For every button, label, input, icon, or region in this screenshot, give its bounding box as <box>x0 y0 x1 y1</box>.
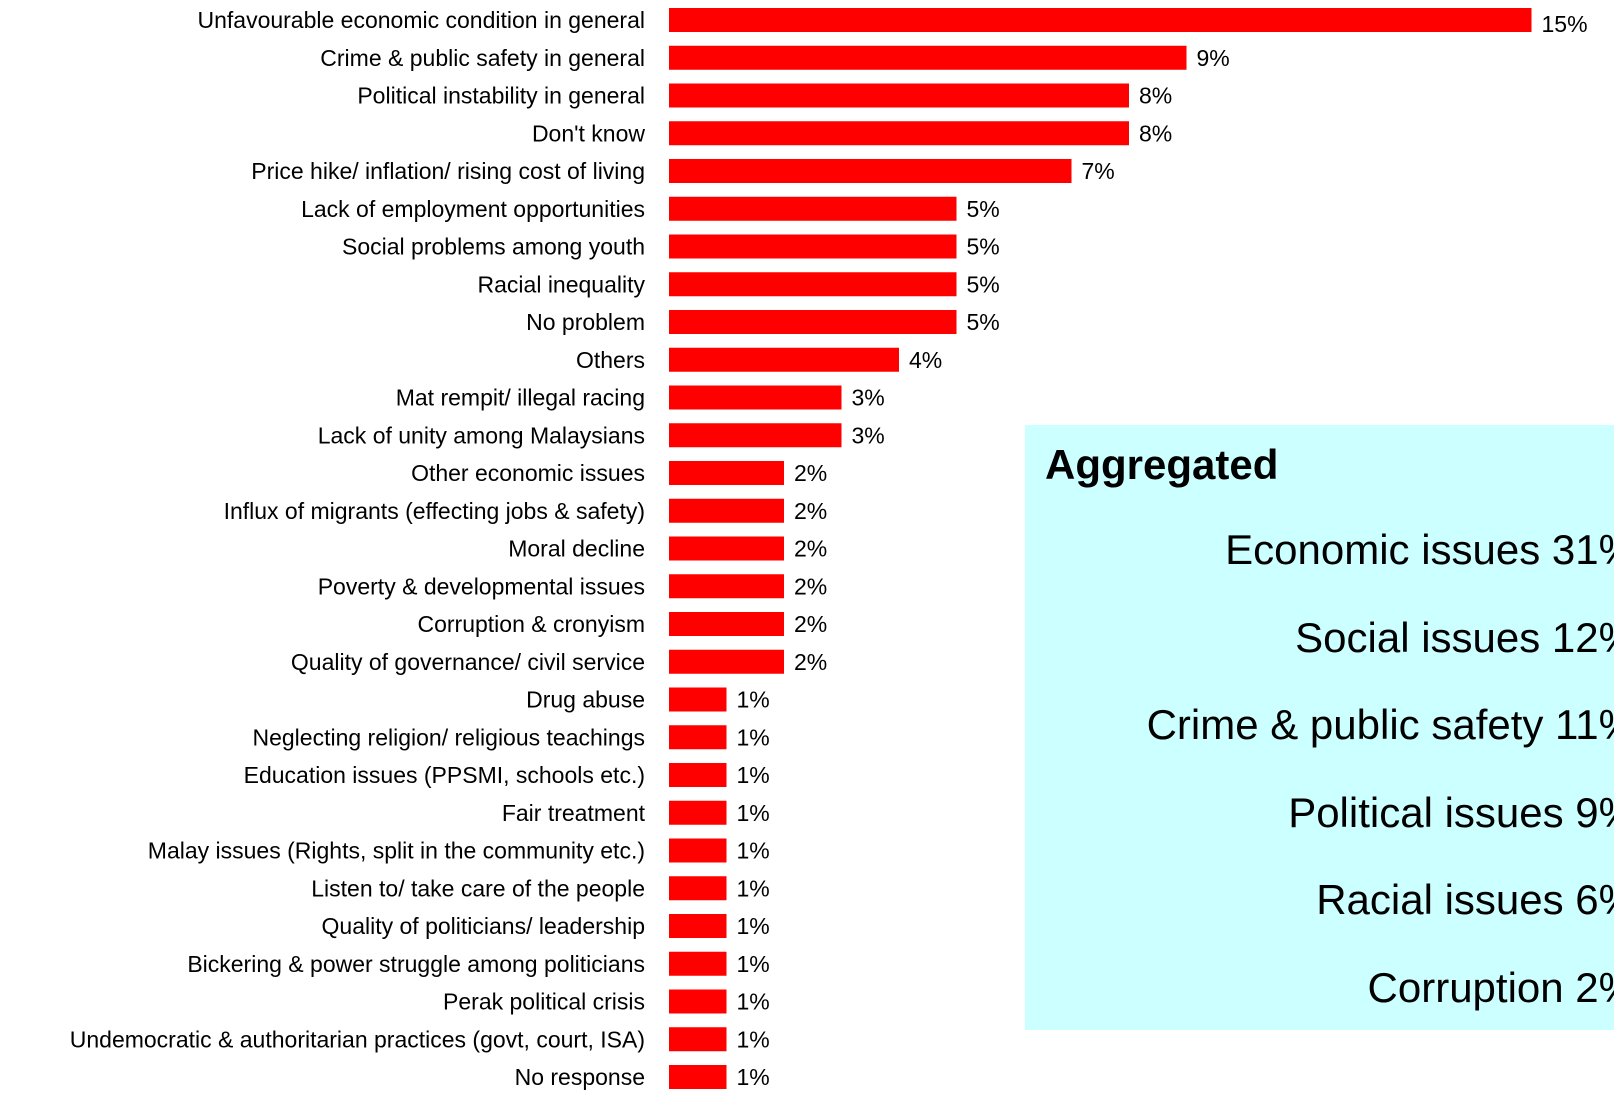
category-label: Mat rempit/ illegal racing <box>396 385 645 411</box>
value-label: 2% <box>794 649 827 675</box>
bar <box>669 385 842 410</box>
value-label: 1% <box>737 875 770 901</box>
value-label: 1% <box>737 951 770 977</box>
bar <box>669 725 727 750</box>
bar <box>669 763 727 787</box>
bar <box>669 1027 727 1052</box>
category-label: Social problems among youth <box>342 234 645 260</box>
category-label: Others <box>576 347 645 373</box>
aggregated-item: Corruption 2% <box>1367 963 1614 1011</box>
category-label: Don't know <box>532 120 645 146</box>
value-label: 2% <box>794 460 827 486</box>
value-label: 1% <box>737 687 770 713</box>
category-label: Undemocratic & authoritarian practices (… <box>70 1026 645 1052</box>
bar <box>669 649 784 674</box>
value-label: 9% <box>1197 45 1230 71</box>
bar <box>669 951 727 976</box>
category-label: Moral decline <box>508 536 645 562</box>
category-label: Fair treatment <box>502 800 646 826</box>
category-label: Malay issues (Rights, split in the commu… <box>148 838 645 864</box>
category-label: Education issues (PPSMI, schools etc.) <box>244 762 645 788</box>
category-label: Racial inequality <box>478 271 646 297</box>
value-label: 2% <box>794 573 827 599</box>
category-label: Lack of unity among Malaysians <box>318 422 645 448</box>
bar <box>669 423 842 448</box>
value-label: 1% <box>737 989 770 1015</box>
aggregated-item: Social issues 12% <box>1295 613 1614 661</box>
aggregated-item: Crime & public safety 11% <box>1146 701 1614 748</box>
value-label: 8% <box>1139 120 1172 146</box>
bar <box>669 989 727 1014</box>
category-label: Political instability in general <box>357 83 645 109</box>
category-label: Bickering & power struggle among politic… <box>187 951 645 977</box>
category-label: Other economic issues <box>411 460 645 486</box>
category-label: Influx of migrants (effecting jobs & saf… <box>224 498 645 524</box>
bar <box>669 876 727 901</box>
bar <box>669 914 727 938</box>
category-label: Lack of employment opportunities <box>301 196 645 222</box>
value-label: 3% <box>852 385 885 411</box>
value-label: 7% <box>1082 158 1115 184</box>
value-label: 2% <box>794 536 827 562</box>
bar <box>669 1065 727 1089</box>
bar <box>669 612 784 636</box>
value-label: 5% <box>967 196 1000 222</box>
bar <box>669 272 957 297</box>
bar <box>669 8 1532 32</box>
bar <box>669 45 1187 70</box>
bar <box>669 234 957 259</box>
bar <box>669 838 727 863</box>
value-label: 5% <box>967 234 1000 260</box>
bar <box>669 159 1072 183</box>
value-label: 5% <box>967 309 1000 335</box>
bar <box>669 498 784 523</box>
value-label: 15% <box>1542 11 1588 37</box>
value-label: 1% <box>737 913 770 939</box>
value-label: 1% <box>737 762 770 788</box>
bar <box>669 574 784 599</box>
category-label: Quality of politicians/ leadership <box>322 913 645 939</box>
category-label: No problem <box>526 309 645 335</box>
category-label: Quality of governance/ civil service <box>291 649 645 675</box>
value-label: 1% <box>737 724 770 750</box>
value-label: 5% <box>967 271 1000 297</box>
category-label: Unfavourable economic condition in gener… <box>197 7 645 33</box>
category-label: No response <box>515 1064 645 1090</box>
bar <box>669 196 957 221</box>
value-label: 3% <box>852 422 885 448</box>
category-label: Price hike/ inflation/ rising cost of li… <box>251 158 645 184</box>
bar <box>669 310 957 334</box>
bar <box>669 83 1129 108</box>
category-label: Drug abuse <box>526 687 645 713</box>
value-label: 4% <box>909 347 942 373</box>
value-label: 1% <box>737 800 770 826</box>
value-label: 8% <box>1139 83 1172 109</box>
category-label: Listen to/ take care of the people <box>311 875 645 901</box>
value-label: 2% <box>794 611 827 637</box>
bar <box>669 461 784 485</box>
value-label: 1% <box>737 1026 770 1052</box>
aggregated-list: Economic issues 31% Social issues 12% Cr… <box>1147 525 1614 1030</box>
aggregated-item: Political issues 9% <box>1288 788 1614 836</box>
aggregated-item: Economic issues 31% <box>1225 526 1614 573</box>
bar <box>669 800 727 825</box>
aggregated-panel: Aggregated Economic issues 31% Social is… <box>1025 425 1614 1030</box>
aggregated-title: Aggregated <box>1045 441 1279 488</box>
category-label: Perak political crisis <box>443 989 645 1015</box>
category-label: Poverty & developmental issues <box>318 573 645 599</box>
bar <box>669 347 899 372</box>
value-label: 1% <box>737 838 770 864</box>
value-label: 2% <box>794 498 827 524</box>
category-label: Corruption & cronyism <box>417 611 645 637</box>
aggregated-item: Racial issues 6% <box>1316 876 1614 923</box>
category-label: Neglecting religion/ religious teachings <box>252 724 645 750</box>
bar <box>669 687 727 712</box>
category-label: Crime & public safety in general <box>320 45 645 71</box>
value-label: 1% <box>737 1064 770 1090</box>
bar <box>669 121 1129 146</box>
bar <box>669 536 784 561</box>
